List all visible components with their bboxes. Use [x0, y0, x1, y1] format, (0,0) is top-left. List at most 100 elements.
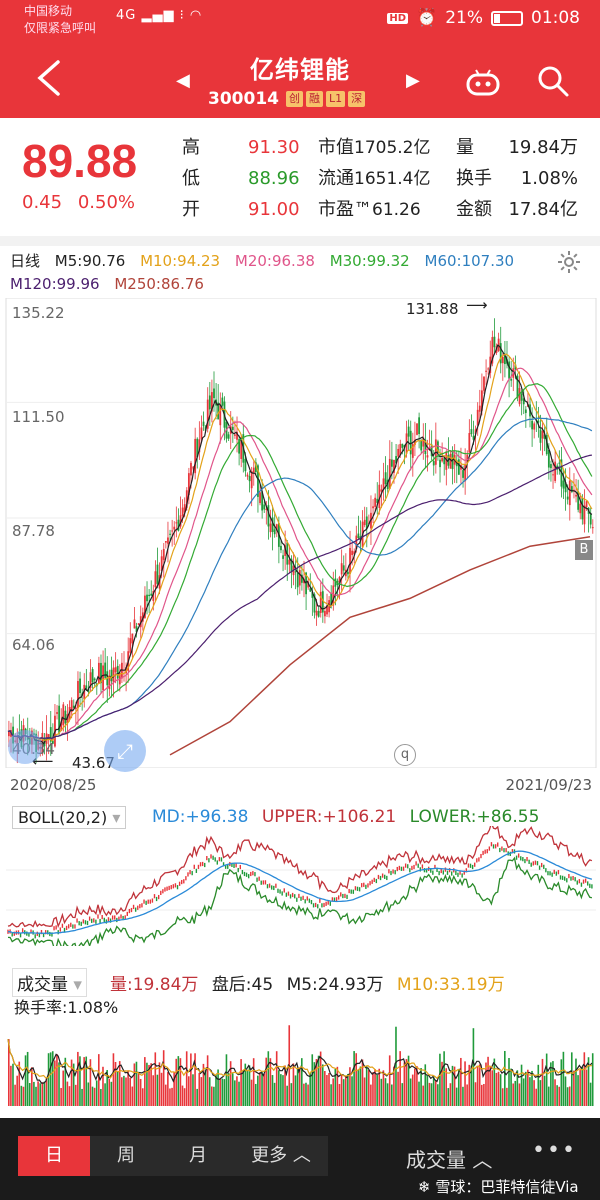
volume-bar [315, 1059, 318, 1106]
candle-body [261, 491, 264, 511]
candle-body [510, 379, 513, 381]
chevron-down-icon: ▾ [112, 808, 121, 827]
boll-plot[interactable] [0, 826, 600, 946]
turnover-value: 1.08% [520, 168, 578, 189]
boll-lower: LOWER:+86.55 [409, 807, 540, 827]
volume-bar [504, 1050, 506, 1106]
more-icon[interactable]: ••• [532, 1138, 577, 1163]
expand-button[interactable]: ⤢ [104, 730, 146, 772]
volume-bar [118, 1061, 121, 1106]
volume-bar [332, 1078, 334, 1106]
boll-lower-line [7, 856, 593, 946]
volume-bar [424, 1064, 427, 1106]
vol-m5-line [7, 1039, 593, 1084]
candle-body [575, 494, 577, 497]
tab-more[interactable]: 更多 ︿ [234, 1136, 328, 1176]
next-stock-button[interactable]: ▶ [406, 70, 420, 91]
volume-plot[interactable] [0, 1010, 600, 1110]
candle-body [58, 705, 61, 734]
candle-body [141, 612, 144, 622]
volume-bar [114, 1061, 117, 1106]
candle-body [441, 457, 444, 462]
date-end: 2021/09/23 [505, 776, 592, 794]
volume-bar [12, 1063, 14, 1106]
volume-bar [144, 1057, 146, 1106]
kline-chart[interactable]: 日线 M5:90.76 M10:94.23 M20:96.38 M30:99.3… [0, 246, 600, 806]
volume-bar [533, 1080, 535, 1106]
zoom-circle-1[interactable] [8, 730, 42, 764]
volume-bar [564, 1076, 567, 1106]
tab-month[interactable]: 月 [162, 1136, 234, 1176]
candle-body [112, 667, 115, 683]
volume-bar [56, 1053, 58, 1106]
candle-body [518, 388, 521, 405]
candle-body [380, 489, 383, 492]
volume-bar [106, 1070, 108, 1106]
q-marker[interactable]: q [394, 744, 416, 766]
alarm-icon: ⏰ [416, 8, 438, 28]
watermark: ❄ 雪球：巴菲特信徒Via [418, 1178, 579, 1196]
boll-indicator-select[interactable]: BOLL(20,2) ▾ [12, 806, 127, 829]
volume-bar [133, 1063, 136, 1106]
robot-icon[interactable] [466, 68, 500, 96]
tab-day[interactable]: 日 [18, 1136, 90, 1176]
candle-body [573, 489, 575, 491]
volume-bar [313, 1062, 316, 1106]
volume-bar [374, 1069, 376, 1106]
volume-bar [524, 1071, 527, 1106]
volume-bar [483, 1083, 485, 1106]
candle-body [246, 474, 249, 477]
gear-icon[interactable] [557, 250, 581, 274]
open-value: 91.00 [248, 199, 300, 220]
volume-bar [290, 1083, 293, 1106]
volume-bar [10, 1065, 12, 1106]
indicator-select[interactable]: 成交量 ︿ [406, 1148, 493, 1172]
candle-body [497, 338, 500, 351]
volume-bar [26, 1051, 29, 1106]
volume-bar [208, 1077, 211, 1106]
volume-bar [135, 1061, 138, 1106]
candle-body [273, 529, 276, 535]
volume-bar [167, 1072, 169, 1106]
candle-body [171, 530, 174, 532]
volume-bar [97, 1054, 100, 1106]
candle-body [472, 435, 475, 440]
carrier: 中国移动 仅限紧急呼叫 [24, 3, 96, 37]
price-change: 0.45 0.50% [22, 192, 135, 213]
candle-body [108, 675, 111, 690]
volume-indicator-select[interactable]: 成交量 ▾ [12, 968, 87, 997]
volume-bar [273, 1082, 276, 1106]
kline-plot[interactable] [0, 298, 600, 768]
volume-bar [529, 1077, 531, 1106]
candle-body [248, 476, 251, 482]
candle-body [550, 464, 552, 469]
candle-body [543, 434, 546, 439]
boll-legend: MD:+96.38 UPPER:+106.21 LOWER:+86.55 [152, 807, 547, 827]
candle-body [504, 355, 506, 365]
back-button[interactable] [34, 58, 74, 102]
ma120-label: M120:99.96 [10, 275, 100, 293]
candle-body [449, 454, 452, 469]
volume-bar [307, 1084, 309, 1106]
tab-week[interactable]: 周 [90, 1136, 162, 1176]
candle-body [340, 563, 343, 575]
volume-bar [585, 1069, 588, 1106]
float-label: 流通 [318, 168, 354, 189]
volume-bar [202, 1063, 205, 1106]
search-icon[interactable] [536, 64, 570, 98]
turnover-rate-label: 换手率:1.08% [14, 998, 119, 1017]
volume-bar [169, 1088, 171, 1106]
volume-bar [399, 1051, 401, 1106]
volume-bar [83, 1057, 85, 1106]
candle-body [231, 426, 234, 431]
candle-body [56, 712, 58, 714]
header: 中国移动 仅限紧急呼叫 4G ▂▄▆ ⁝ ◠ HD ⏰ 21% 01:08 ◀ … [0, 0, 600, 118]
candle-body [374, 497, 377, 507]
b-marker[interactable]: B [575, 540, 593, 560]
volume-bar [89, 1059, 92, 1106]
prev-stock-button[interactable]: ◀ [176, 70, 190, 91]
volume-bar [215, 1074, 217, 1106]
volume-bar [150, 1063, 152, 1106]
volume-bar [397, 1071, 399, 1106]
status-bar: 中国移动 仅限紧急呼叫 4G ▂▄▆ ⁝ ◠ HD ⏰ 21% 01:08 [0, 0, 600, 40]
